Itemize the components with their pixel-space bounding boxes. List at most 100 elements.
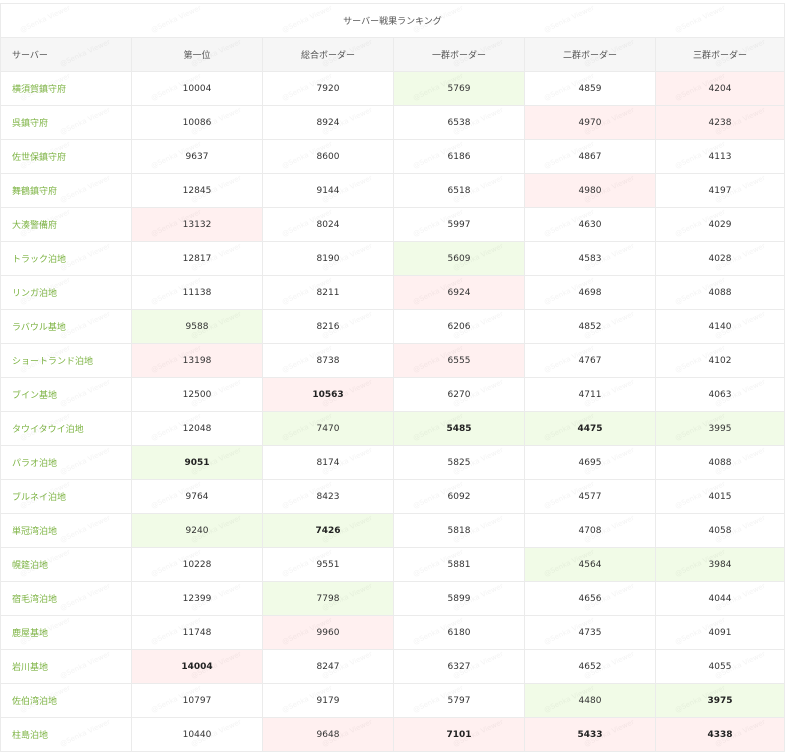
cell-group3-border: 4058	[655, 513, 785, 548]
cell-group3-border: 3995	[655, 411, 785, 446]
cell-group1-border: 5485	[393, 411, 525, 446]
cell-first-place: 9051	[131, 445, 263, 480]
cell-group1-border: 6092	[393, 479, 525, 514]
cell-group2-border: 4852	[524, 309, 656, 344]
cell-first-place: 10228	[131, 547, 263, 582]
cell-group2-border: 4767	[524, 343, 656, 378]
server-name-link[interactable]: ショートランド泊地	[0, 343, 132, 378]
cell-overall-border: 7920	[262, 71, 394, 106]
server-name-link[interactable]: 呉鎮守府	[0, 105, 132, 140]
cell-first-place: 11748	[131, 615, 263, 650]
server-name-link[interactable]: 柱島泊地	[0, 717, 132, 752]
server-name-link[interactable]: 舞鶴鎮守府	[0, 173, 132, 208]
cell-group3-border: 4028	[655, 241, 785, 276]
cell-group1-border: 5797	[393, 683, 525, 718]
cell-group1-border: 6555	[393, 343, 525, 378]
cell-first-place: 12048	[131, 411, 263, 446]
server-name-link[interactable]: 単冠湾泊地	[0, 513, 132, 548]
cell-group1-border: 6327	[393, 649, 525, 684]
cell-group2-border: 4656	[524, 581, 656, 616]
cell-group2-border: 4630	[524, 207, 656, 242]
table-row: 舞鶴鎮守府 12845 9144 6518 4980 4197	[0, 173, 785, 208]
table-row: 幌筵泊地 10228 9551 5881 4564 3984	[0, 547, 785, 582]
server-name-link[interactable]: ブルネイ泊地	[0, 479, 132, 514]
cell-group3-border: 4063	[655, 377, 785, 412]
server-name-link[interactable]: 岩川基地	[0, 649, 132, 684]
ranking-table-container: サーバー戦果ランキング サーバー 第一位 総合ボーダー 一群ボーダー 二群ボーダ…	[0, 3, 785, 752]
server-name-link[interactable]: パラオ泊地	[0, 445, 132, 480]
table-row: パラオ泊地 9051 8174 5825 4695 4088	[0, 445, 785, 480]
cell-overall-border: 8024	[262, 207, 394, 242]
cell-first-place: 12399	[131, 581, 263, 616]
server-name-link[interactable]: 大湊警備府	[0, 207, 132, 242]
table-header-row: サーバー 第一位 総合ボーダー 一群ボーダー 二群ボーダー 三群ボーダー	[0, 37, 785, 72]
cell-group2-border: 4980	[524, 173, 656, 208]
header-server[interactable]: サーバー	[0, 37, 132, 72]
cell-first-place: 13198	[131, 343, 263, 378]
cell-first-place: 10440	[131, 717, 263, 752]
table-row: ブイン基地 12500 10563 6270 4711 4063	[0, 377, 785, 412]
cell-group3-border: 4044	[655, 581, 785, 616]
header-group1-border[interactable]: 一群ボーダー	[393, 37, 525, 72]
cell-overall-border: 8247	[262, 649, 394, 684]
server-name-link[interactable]: 幌筵泊地	[0, 547, 132, 582]
table-row: 宿毛湾泊地 12399 7798 5899 4656 4044	[0, 581, 785, 616]
cell-overall-border: 9960	[262, 615, 394, 650]
cell-overall-border: 8216	[262, 309, 394, 344]
cell-overall-border: 9179	[262, 683, 394, 718]
cell-overall-border: 7470	[262, 411, 394, 446]
table-row: 単冠湾泊地 9240 7426 5818 4708 4058	[0, 513, 785, 548]
cell-group2-border: 4698	[524, 275, 656, 310]
cell-first-place: 12845	[131, 173, 263, 208]
server-name-link[interactable]: 鹿屋基地	[0, 615, 132, 650]
cell-group1-border: 6186	[393, 139, 525, 174]
cell-group2-border: 5433	[524, 717, 656, 752]
cell-group3-border: 4088	[655, 275, 785, 310]
header-overall-border[interactable]: 総合ボーダー	[262, 37, 394, 72]
table-title: サーバー戦果ランキング	[0, 3, 785, 38]
cell-overall-border: 9551	[262, 547, 394, 582]
cell-group2-border: 4695	[524, 445, 656, 480]
cell-group2-border: 4735	[524, 615, 656, 650]
server-name-link[interactable]: リンガ泊地	[0, 275, 132, 310]
table-row: ブルネイ泊地 9764 8423 6092 4577 4015	[0, 479, 785, 514]
table-body: 横須賀鎮守府 10004 7920 5769 4859 4204 呉鎮守府 10086 8924…	[0, 71, 785, 752]
ranking-table: サーバー戦果ランキング サーバー 第一位 総合ボーダー 一群ボーダー 二群ボーダ…	[0, 3, 785, 752]
cell-group1-border: 6924	[393, 275, 525, 310]
server-name-link[interactable]: ラバウル基地	[0, 309, 132, 344]
server-name-link[interactable]: 宿毛湾泊地	[0, 581, 132, 616]
server-name-link[interactable]: タウイタウイ泊地	[0, 411, 132, 446]
server-name-link[interactable]: 横須賀鎮守府	[0, 71, 132, 106]
cell-group1-border: 5609	[393, 241, 525, 276]
cell-group3-border: 4338	[655, 717, 785, 752]
cell-first-place: 13132	[131, 207, 263, 242]
server-name-link[interactable]: 佐伯湾泊地	[0, 683, 132, 718]
server-name-link[interactable]: 佐世保鎮守府	[0, 139, 132, 174]
header-first-place[interactable]: 第一位	[131, 37, 263, 72]
cell-group3-border: 4238	[655, 105, 785, 140]
header-group2-border[interactable]: 二群ボーダー	[524, 37, 656, 72]
cell-group3-border: 4029	[655, 207, 785, 242]
cell-group3-border: 3975	[655, 683, 785, 718]
cell-group2-border: 4583	[524, 241, 656, 276]
table-row: タウイタウイ泊地 12048 7470 5485 4475 3995	[0, 411, 785, 446]
cell-group2-border: 4708	[524, 513, 656, 548]
cell-first-place: 9637	[131, 139, 263, 174]
cell-first-place: 10004	[131, 71, 263, 106]
table-row: 柱島泊地 10440 9648 7101 5433 4338	[0, 717, 785, 752]
cell-overall-border: 8190	[262, 241, 394, 276]
cell-first-place: 12500	[131, 377, 263, 412]
cell-group2-border: 4577	[524, 479, 656, 514]
server-name-link[interactable]: ブイン基地	[0, 377, 132, 412]
header-group3-border[interactable]: 三群ボーダー	[655, 37, 785, 72]
cell-overall-border: 8600	[262, 139, 394, 174]
cell-group1-border: 6270	[393, 377, 525, 412]
table-row: トラック泊地 12817 8190 5609 4583 4028	[0, 241, 785, 276]
table-row: リンガ泊地 11138 8211 6924 4698 4088	[0, 275, 785, 310]
cell-first-place: 12817	[131, 241, 263, 276]
table-row: 佐世保鎮守府 9637 8600 6186 4867 4113	[0, 139, 785, 174]
cell-group3-border: 4102	[655, 343, 785, 378]
server-name-link[interactable]: トラック泊地	[0, 241, 132, 276]
cell-overall-border: 7426	[262, 513, 394, 548]
cell-group1-border: 5825	[393, 445, 525, 480]
